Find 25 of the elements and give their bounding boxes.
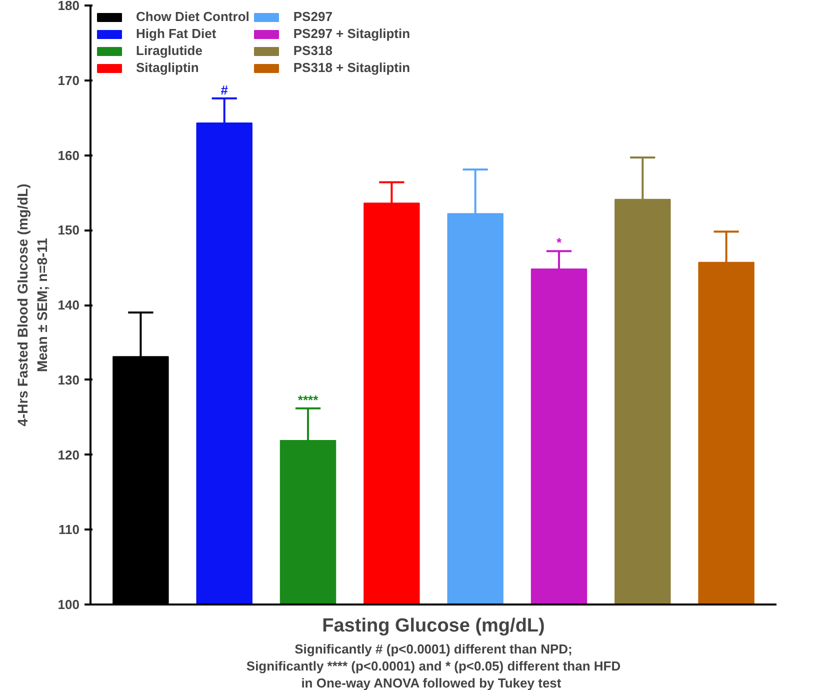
legend-label: PS297 + Sitagliptin	[293, 26, 410, 41]
text: Significantly # (p<0.0001) different than NPD;	[294, 642, 572, 656]
x-axis-title: Fasting Glucose (mg/dL)	[322, 616, 545, 636]
legend-label: PS297	[293, 9, 332, 24]
legend-label: Chow Diet Control	[136, 9, 250, 24]
y-axis-title: 4-Hrs Fasted Blood Glucose (mg/dL) Mean ± SEM; n=8-11	[14, 184, 50, 426]
legend-label: Liraglutide	[136, 43, 202, 58]
legend-label: PS318	[293, 43, 332, 58]
y-tick-label: 100	[58, 597, 80, 612]
y-tick-label: 170	[58, 72, 80, 88]
data-label: ****	[298, 392, 320, 408]
y-tick-label: 140	[58, 298, 80, 312]
text: Significantly **** (p<0.0001) and * (p<0.05) different than HFD	[246, 658, 621, 674]
data-label: #	[220, 82, 229, 98]
text: in One-way ANOVA followed by Tukey test	[301, 676, 562, 690]
legend-label: PS318 + Sitagliptin	[293, 60, 410, 75]
data-label: *	[556, 235, 562, 250]
y-tick-label: 150	[58, 222, 80, 238]
y-tick-label: 180	[58, 0, 80, 13]
legend-label: High Fat Diet	[136, 26, 216, 41]
y-tick-label: 120	[58, 447, 80, 462]
y-tick-label: 160	[58, 148, 80, 163]
legend-label: Sitagliptin	[136, 60, 199, 75]
y-tick-label: 130	[58, 372, 80, 388]
y-tick-label: 110	[58, 522, 80, 538]
